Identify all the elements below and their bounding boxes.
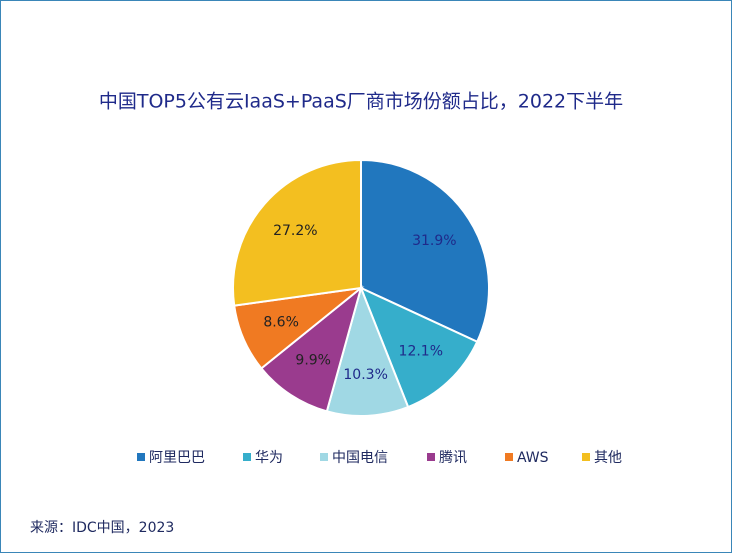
legend-swatch [505,453,513,461]
pie-slice [232,158,362,307]
data-label: 10.3% [343,367,387,383]
legend-swatch [243,453,251,461]
legend-label: 其他 [594,450,622,466]
pie-slice [259,285,363,413]
data-label: 9.9% [295,353,331,369]
legend-swatch [427,453,435,461]
data-label: 27.2% [273,223,317,239]
source: 来源：IDC中国，2023 [30,520,174,536]
chart-title: 中国TOP5公有云IaaS+PaaS厂商市场份额占比，2022下半年 [99,91,623,113]
legend-swatch [320,453,328,461]
legend-label: 阿里巴巴 [149,450,205,466]
legend-label: 中国电信 [332,450,388,466]
legend-swatch [137,453,145,461]
data-label: 12.1% [399,343,443,359]
data-label: 8.6% [263,315,299,331]
legend-label: AWS [517,450,549,466]
legend-swatch [582,453,590,461]
legend-label: 华为 [255,450,283,466]
data-label: 31.9% [412,233,456,249]
pie-slice [359,286,479,409]
pie-slice [325,284,410,417]
legend-label: 腾讯 [439,449,467,466]
pie-slice [360,158,490,344]
